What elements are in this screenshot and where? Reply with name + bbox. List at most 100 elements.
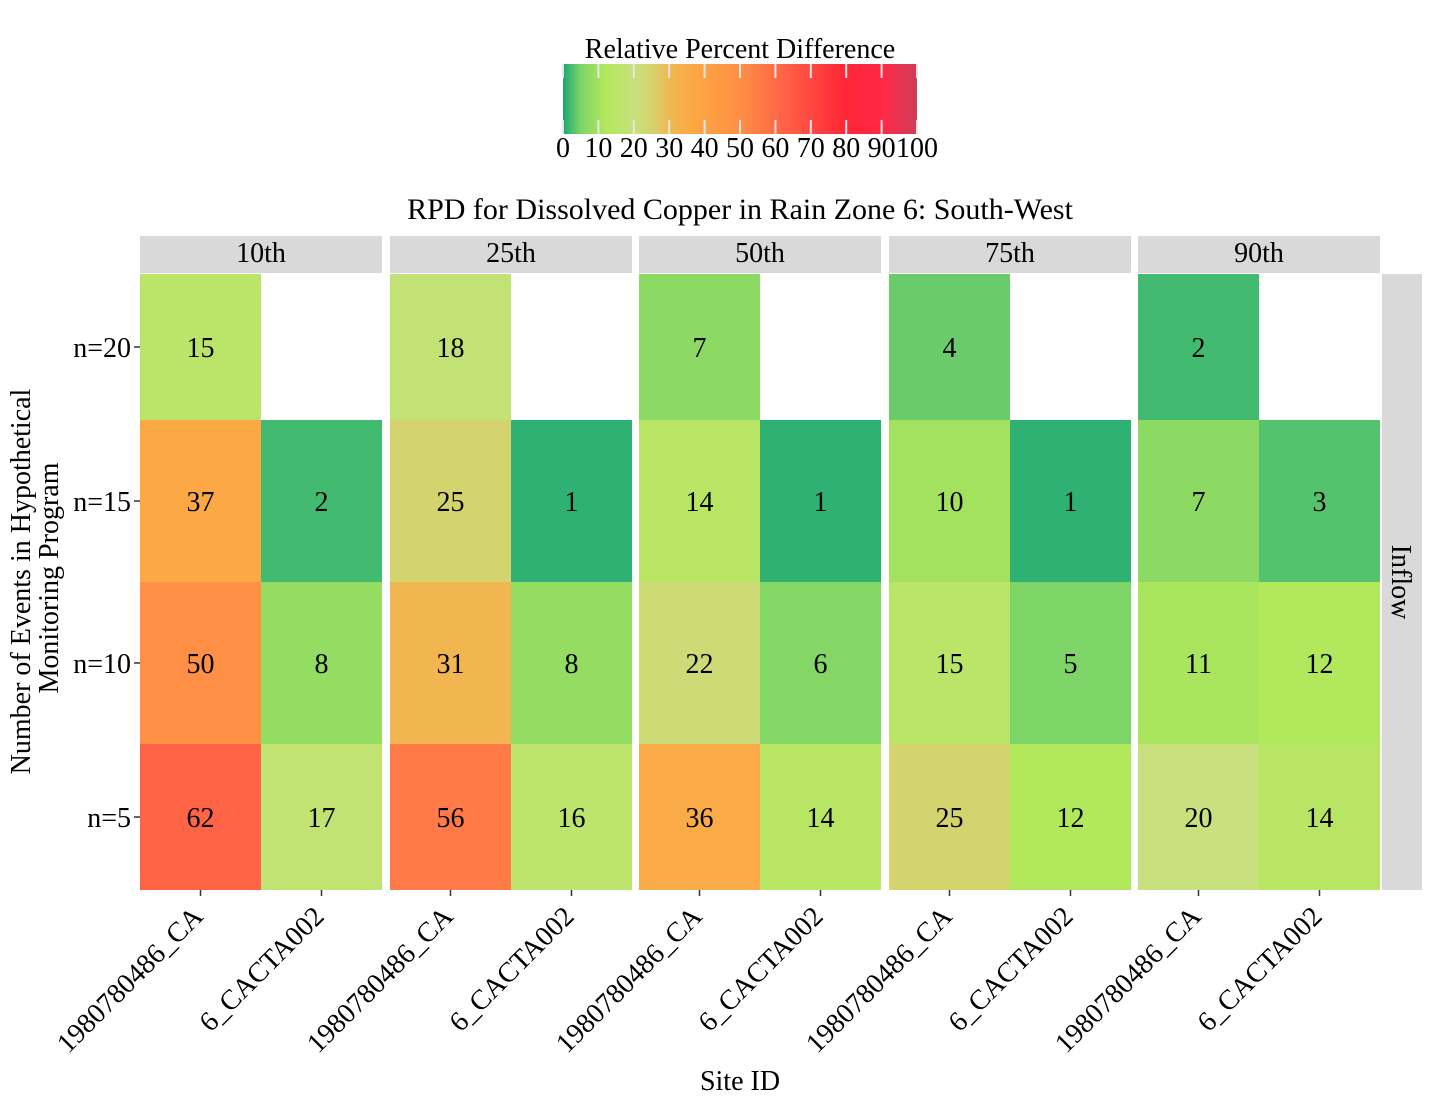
cell-value-label: 20 xyxy=(1185,803,1213,834)
cell-value-label: 25 xyxy=(437,487,465,518)
cell-value-label: 12 xyxy=(1306,649,1334,680)
x-tick-label: 6_CACTA002 xyxy=(943,901,1080,1038)
heatmap-cell xyxy=(1138,274,1259,420)
facet-strip-label: 10th xyxy=(236,238,286,269)
heatmap-cell xyxy=(140,582,261,744)
cell-value-label: 50 xyxy=(187,649,215,680)
heatmap-cell xyxy=(390,582,511,744)
cell-value-label: 14 xyxy=(686,487,714,518)
legend-tick-label: 90 xyxy=(868,133,896,164)
cell-value-label: 31 xyxy=(437,649,465,680)
facet-strip-label: 25th xyxy=(486,238,536,269)
x-tick-label: 6_CACTA002 xyxy=(1192,901,1329,1038)
heatmap-cell xyxy=(1010,420,1131,582)
facet-strip xyxy=(390,236,632,273)
legend-tick-label: 50 xyxy=(726,133,754,164)
row-strip xyxy=(1382,274,1422,890)
legend-tick-label: 0 xyxy=(556,133,570,164)
heatmap-cell xyxy=(390,744,511,890)
heatmap-cell xyxy=(889,744,1010,890)
y-tick-label: n=15 xyxy=(73,487,131,518)
heatmap-cell xyxy=(760,420,881,582)
legend-title: Relative Percent Difference xyxy=(585,34,895,65)
cell-value-label: 2 xyxy=(1192,333,1206,364)
heatmap-cell xyxy=(889,420,1010,582)
heatmap-cell xyxy=(1259,420,1380,582)
cell-value-label: 8 xyxy=(315,649,329,680)
facet-strip xyxy=(140,236,382,273)
cell-value-label: 17 xyxy=(308,803,336,834)
cell-value-label: 25 xyxy=(936,803,964,834)
heatmap-cell xyxy=(1259,744,1380,890)
colorbar-legend: Relative Percent Difference 0 10 20 30 40 50 6… xyxy=(556,34,938,164)
cell-value-label: 15 xyxy=(936,649,964,680)
cell-value-label: 1 xyxy=(565,487,579,518)
heatmap-cell xyxy=(511,420,632,582)
x-axis-label: Site ID xyxy=(700,1066,780,1097)
heatmap-cell xyxy=(1138,582,1259,744)
cell-value-label: 12 xyxy=(1057,803,1085,834)
heatmap-cell xyxy=(511,582,632,744)
legend-tick-label: 70 xyxy=(797,133,825,164)
legend-tick-label: 100 xyxy=(896,133,938,164)
cell-value-label: 10 xyxy=(936,487,964,518)
cell-value-label: 16 xyxy=(558,803,586,834)
heatmap-cell xyxy=(390,274,511,420)
cell-value-label: 8 xyxy=(565,649,579,680)
cell-value-label: 5 xyxy=(1064,649,1078,680)
heatmap-cell xyxy=(261,582,382,744)
heatmap-cell xyxy=(760,744,881,890)
cell-value-label: 37 xyxy=(187,487,215,518)
cell-value-label: 7 xyxy=(1192,487,1206,518)
heatmap-cell xyxy=(639,274,760,420)
facet-strip xyxy=(889,236,1131,273)
facet-strip-label: 90th xyxy=(1234,238,1284,269)
cell-value-label: 36 xyxy=(686,803,714,834)
x-tick-label: 1980780486_CA xyxy=(51,900,210,1059)
legend-tick-label: 30 xyxy=(655,133,683,164)
row-strip-label: Inflow xyxy=(1385,545,1416,620)
heatmap-cell xyxy=(1010,744,1131,890)
heatmap-cell xyxy=(261,420,382,582)
heatmap-cell xyxy=(261,744,382,890)
heatmap-cell xyxy=(639,582,760,744)
legend-tick-label: 40 xyxy=(691,133,719,164)
facet-strip-label: 75th xyxy=(985,238,1035,269)
cell-value-label: 3 xyxy=(1313,487,1327,518)
heatmap-cell xyxy=(639,420,760,582)
cell-value-label: 4 xyxy=(943,333,957,364)
y-tick-label: n=10 xyxy=(73,649,131,680)
heatmap-cell xyxy=(140,744,261,890)
y-tick-label: n=5 xyxy=(87,803,131,834)
heatmap-cell xyxy=(760,582,881,744)
x-tick-label: 6_CACTA002 xyxy=(693,901,830,1038)
facet-strip xyxy=(639,236,881,273)
heatmap-cell xyxy=(140,420,261,582)
facet-strip-label: 50th xyxy=(735,238,785,269)
cell-value-label: 7 xyxy=(693,333,707,364)
y-axis-label: Number of Events in Hypothetical Monitor… xyxy=(6,382,65,775)
heatmap-cell xyxy=(889,274,1010,420)
cell-value-label: 14 xyxy=(1306,803,1334,834)
x-tick-label: 6_CACTA002 xyxy=(194,901,331,1038)
heatmap-cell xyxy=(1259,582,1380,744)
heatmap-cell xyxy=(1138,744,1259,890)
heatmap-cell xyxy=(390,420,511,582)
cell-value-label: 18 xyxy=(437,333,465,364)
legend-tick-label: 10 xyxy=(584,133,612,164)
cell-value-label: 11 xyxy=(1185,649,1212,680)
facet-strip xyxy=(1138,236,1380,273)
cell-value-label: 62 xyxy=(187,803,215,834)
cell-value-label: 1 xyxy=(814,487,828,518)
cell-value-label: 56 xyxy=(437,803,465,834)
heatmap-cell xyxy=(1138,420,1259,582)
heatmap-cell xyxy=(140,274,261,420)
chart-title: RPD for Dissolved Copper in Rain Zone 6:… xyxy=(407,193,1074,226)
y-tick-label: n=20 xyxy=(73,333,131,364)
legend-tick-label: 60 xyxy=(761,133,789,164)
legend-tick-label: 80 xyxy=(832,133,860,164)
cell-value-label: 14 xyxy=(807,803,835,834)
cell-value-label: 2 xyxy=(315,487,329,518)
cell-value-label: 6 xyxy=(814,649,828,680)
